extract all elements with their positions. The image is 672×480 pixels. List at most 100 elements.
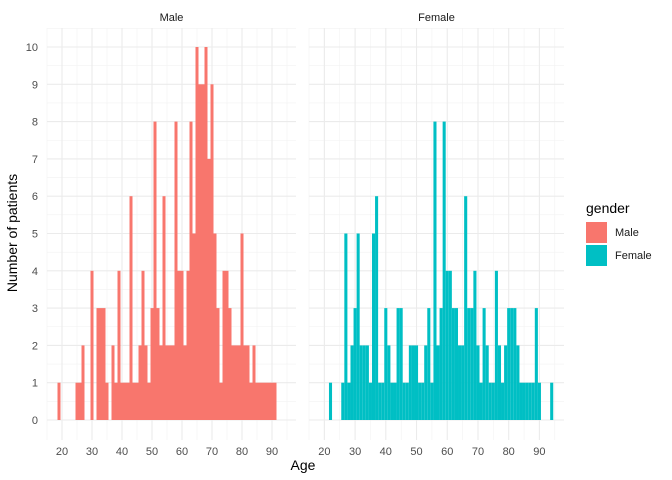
bar [78, 382, 82, 420]
bar [117, 270, 121, 420]
bar [135, 382, 139, 420]
panel-strip-label: Female [418, 12, 455, 24]
bar [470, 308, 474, 420]
bar [195, 47, 199, 420]
bar [525, 382, 529, 420]
bar [454, 308, 458, 420]
bar [467, 308, 471, 420]
x-tick-label: 80 [236, 446, 248, 458]
bar [513, 308, 517, 420]
legend-label: Female [615, 250, 652, 262]
bar [96, 308, 100, 420]
bar [102, 308, 106, 420]
bar [225, 270, 229, 420]
bar [347, 382, 351, 420]
x-tick-label: 40 [380, 446, 392, 458]
bar [534, 308, 538, 420]
bar [458, 345, 462, 420]
bar [270, 382, 274, 420]
y-axis-label: Number of patients [4, 174, 20, 292]
x-tick-label: 70 [472, 446, 484, 458]
x-tick-label: 90 [533, 446, 545, 458]
bar [497, 345, 502, 420]
bar [252, 345, 256, 420]
y-tick-label: 7 [32, 154, 38, 166]
bar [476, 345, 480, 420]
bar [494, 270, 498, 420]
bar [510, 308, 514, 420]
x-tick-labels: 20 30 40 50 60 70 80 90 [318, 446, 545, 458]
y-tick-label: 2 [32, 340, 38, 352]
bar [378, 382, 382, 420]
bar [144, 345, 148, 420]
bar [488, 382, 492, 420]
bar [126, 382, 130, 420]
legend-entry-male: Male [586, 222, 639, 243]
bar [246, 345, 250, 420]
bar [368, 382, 372, 420]
bar [57, 382, 61, 420]
bar [210, 84, 214, 421]
bar [482, 308, 486, 420]
y-tick-label: 4 [32, 266, 38, 278]
x-tick-label: 20 [318, 446, 330, 458]
y-tick-label: 5 [32, 229, 38, 241]
bar [408, 345, 412, 420]
bar [183, 345, 187, 420]
bar [436, 345, 440, 420]
bar [150, 308, 154, 420]
bar [442, 121, 446, 420]
bar [461, 345, 465, 420]
bar [396, 308, 400, 420]
bar [261, 382, 265, 420]
bar [159, 345, 163, 420]
bar [198, 84, 202, 421]
bar [485, 345, 489, 420]
bar [153, 121, 157, 420]
x-tick-label: 40 [116, 446, 128, 458]
bar [528, 382, 532, 420]
bar [171, 345, 175, 420]
panel-male: Male 20 30 40 50 60 70 80 90 0 1 2 3 4 5 6 7 8 9 10 [26, 12, 296, 458]
bar [384, 308, 388, 420]
bar [258, 382, 262, 420]
bar [255, 382, 259, 420]
x-axis-label: Age [291, 457, 316, 473]
bar [479, 382, 483, 420]
x-tick-label: 20 [56, 446, 68, 458]
bar [516, 345, 520, 420]
bar [111, 345, 115, 420]
bar [411, 345, 415, 420]
bar [219, 382, 223, 420]
bar [464, 196, 468, 420]
bar [249, 382, 253, 420]
x-tick-label: 60 [441, 446, 453, 458]
x-tick-label: 50 [410, 446, 422, 458]
bars [57, 47, 277, 421]
bar [165, 345, 169, 420]
panel-strip-label: Male [160, 12, 184, 24]
bar [213, 233, 217, 420]
bar [201, 84, 205, 421]
x-tick-label: 70 [206, 446, 218, 458]
y-tick-label: 6 [32, 191, 38, 203]
bar [105, 382, 109, 420]
bar [430, 382, 434, 420]
bar [387, 345, 391, 420]
bar [328, 382, 333, 420]
legend-entries: Male Female [586, 222, 652, 266]
bar [162, 196, 166, 420]
bar [90, 270, 94, 420]
bar [180, 270, 184, 420]
bar [192, 233, 196, 420]
y-tick-label: 10 [26, 42, 38, 54]
x-tick-label: 50 [146, 446, 158, 458]
bar [504, 345, 508, 420]
bar [402, 382, 406, 420]
bar [114, 382, 118, 420]
bar [273, 382, 277, 420]
bar [99, 308, 103, 420]
bar [381, 382, 385, 420]
bar [414, 345, 419, 420]
bar [237, 345, 241, 420]
